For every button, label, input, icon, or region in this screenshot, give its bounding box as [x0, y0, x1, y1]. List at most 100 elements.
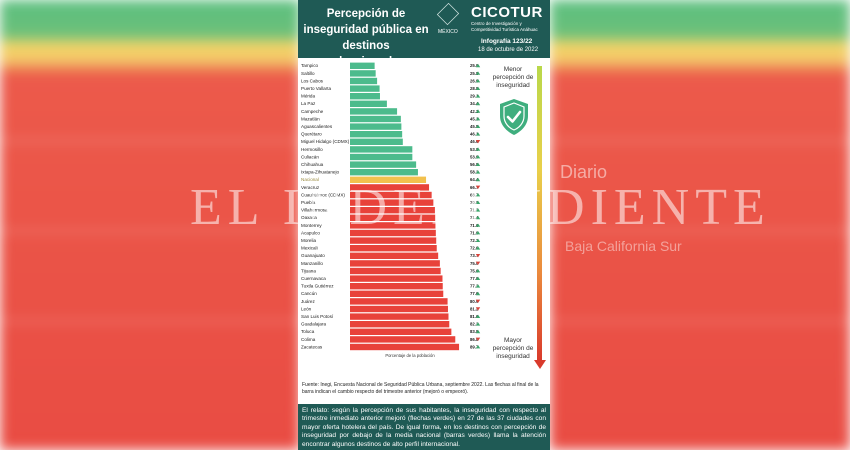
arrow-up-icon — [475, 329, 481, 334]
category-label: Puerto Vallarta — [301, 86, 331, 91]
bar — [350, 146, 413, 153]
bar — [350, 237, 437, 244]
data-label: 86.8 — [470, 337, 479, 342]
bar — [350, 85, 380, 92]
arrow-up-icon — [475, 269, 481, 273]
data-label: 71.4 — [470, 215, 479, 220]
arrow-up-icon — [475, 291, 481, 296]
arrow-up-icon — [475, 322, 481, 326]
shield-check-icon — [500, 99, 528, 135]
data-label: 71.2 — [470, 208, 479, 213]
brand-name: CICOTUR — [471, 4, 543, 21]
arrow-up-icon — [475, 223, 481, 227]
data-label: 72.6 — [470, 246, 479, 251]
arrow-up-icon — [475, 231, 481, 235]
arrow-up-icon — [475, 193, 481, 197]
data-label: 77.2 — [470, 284, 479, 289]
category-label: Tuxtla Gutiérrez — [301, 284, 334, 289]
arrow-up-icon — [475, 132, 481, 136]
data-label: 29.1 — [470, 94, 479, 99]
arrow-up-icon — [475, 71, 481, 75]
arrow-down-icon — [533, 360, 546, 369]
bar — [350, 161, 417, 168]
category-label: Ixtapa-Zihuatanejo — [301, 170, 339, 175]
background-right-blur — [550, 0, 850, 450]
category-label: Zacatecas — [301, 344, 323, 349]
data-label: 81.6 — [470, 314, 479, 319]
arrow-up-icon — [475, 94, 481, 98]
data-label: 71.6 — [470, 223, 479, 228]
bar — [350, 169, 418, 176]
bar — [350, 229, 436, 237]
bar — [350, 252, 439, 259]
arrow-down-icon — [475, 261, 481, 265]
bar — [350, 267, 441, 275]
bar — [350, 214, 436, 221]
data-label: 89.7 — [470, 344, 479, 349]
bar — [350, 336, 456, 343]
category-label: Villahermosa — [301, 208, 328, 213]
bar — [350, 207, 435, 214]
category-label: Campeche — [301, 109, 324, 114]
category-label: Mazatlán — [301, 116, 320, 121]
category-label: Nacional — [301, 177, 319, 182]
category-label: Juárez — [301, 299, 315, 304]
arrow-up-icon — [475, 79, 481, 83]
bar — [350, 275, 443, 282]
category-label: Veracruz — [301, 185, 320, 190]
data-label: 53.9 — [470, 147, 479, 152]
bar — [350, 70, 376, 77]
category-label: Monterrey — [301, 223, 322, 228]
data-label: 82.2 — [470, 322, 479, 327]
category-label: Morelia — [301, 238, 317, 243]
bar — [350, 328, 452, 335]
bar — [350, 260, 440, 267]
infographic: Percepción de inseguridad pública en des… — [298, 0, 550, 450]
arrow-down-icon — [475, 299, 481, 303]
data-label: 46.1 — [470, 132, 479, 137]
logo-label: MÉXICO — [438, 29, 458, 35]
source-note: Fuente: Inegi, Encuesta Nacional de Segu… — [302, 382, 539, 395]
data-label: 34.4 — [470, 101, 479, 106]
arrow-up-icon — [475, 208, 481, 212]
arrow-up-icon — [475, 155, 481, 159]
watermark-sub2: Baja California Sur — [565, 238, 682, 254]
bar — [350, 93, 380, 100]
data-label: 75.6 — [470, 268, 479, 273]
government-seal-icon — [436, 2, 460, 26]
bar-chart-svg: Tampico 25.0 Saltillo 25.8 Los Cabos 26.9 Puer… — [301, 62, 481, 358]
data-label: 64.4 — [470, 177, 479, 182]
category-label: Acapulco — [301, 230, 320, 235]
data-label: 75.0 — [470, 261, 479, 266]
bar — [350, 176, 427, 183]
issue-number: Infografía 123/22 — [481, 38, 533, 45]
data-label: 45.1 — [470, 116, 479, 121]
arrow-up-icon — [475, 284, 481, 288]
bar — [350, 138, 403, 145]
category-label: Querétaro — [301, 132, 322, 137]
data-label: 80.9 — [470, 299, 479, 304]
bar — [350, 115, 401, 123]
data-label: 42.2 — [470, 109, 479, 114]
arrow-up-icon — [475, 314, 481, 318]
data-label: 73.7 — [470, 253, 479, 258]
bar — [350, 108, 398, 115]
arrow-up-icon — [475, 246, 481, 250]
watermark-sub: Diario — [560, 162, 608, 182]
category-label: Colima — [301, 337, 316, 342]
arrow-down-icon — [475, 185, 481, 189]
category-label: Manzanillo — [301, 261, 323, 266]
severity-gradient-arrow — [537, 66, 542, 361]
data-label: 77.0 — [470, 276, 479, 281]
category-label: Cuauhtémoc (CDMX) — [301, 192, 345, 197]
bar — [350, 222, 436, 229]
arrow-down-icon — [475, 140, 481, 144]
arrow-up-icon — [475, 177, 481, 182]
category-label: Guadalajara — [301, 322, 326, 327]
category-label: Cancún — [301, 291, 317, 296]
arrow-up-icon — [475, 200, 481, 204]
category-label: Guanajuato — [301, 253, 325, 258]
bar — [350, 100, 387, 107]
bar — [350, 62, 375, 69]
data-label: 25.8 — [470, 71, 479, 76]
